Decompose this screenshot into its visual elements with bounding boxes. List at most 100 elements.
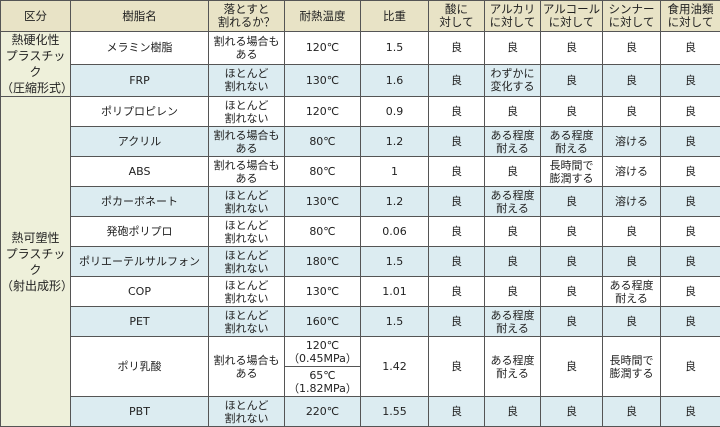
- drop-breakage-cell: ほとんど 割れない: [209, 277, 285, 307]
- heat-resistance-cell: 65℃ （1.82MPa）: [285, 367, 361, 397]
- alcohol-resistance-cell: 良: [541, 32, 603, 65]
- thinner-resistance-cell: 良: [603, 397, 661, 427]
- resin-name-cell: 発砲ポリプロ: [71, 217, 209, 247]
- drop-breakage-cell: ほとんど 割れない: [209, 217, 285, 247]
- alkali-resistance-cell: ある程度 耐える: [485, 337, 541, 397]
- specific-gravity-cell: 1.6: [361, 64, 429, 97]
- edible-oil-resistance-cell: 良: [661, 247, 720, 277]
- thinner-resistance-cell: ある程度 耐える: [603, 277, 661, 307]
- edible-oil-resistance-cell: 良: [661, 97, 720, 127]
- resin-name-cell: COP: [71, 277, 209, 307]
- alkali-resistance-cell: わずかに 変化する: [485, 64, 541, 97]
- resin-name-cell: ポリ乳酸: [71, 337, 209, 397]
- heat-resistance-cell: 80℃: [285, 127, 361, 157]
- edible-oil-resistance-cell: 良: [661, 307, 720, 337]
- thinner-resistance-cell: 溶ける: [603, 187, 661, 217]
- edible-oil-resistance-cell: 良: [661, 64, 720, 97]
- thinner-resistance-cell: 良: [603, 32, 661, 65]
- alkali-resistance-cell: ある程度 耐える: [485, 127, 541, 157]
- alkali-resistance-cell: 良: [485, 277, 541, 307]
- edible-oil-resistance-cell: 良: [661, 397, 720, 427]
- header-row: 区分樹脂名落とすと 割れるか？耐熱温度比重酸に 対してアルカリ に対してアルコー…: [1, 1, 720, 32]
- resin-name-cell: ポカーボネート: [71, 187, 209, 217]
- acid-resistance-cell: 良: [429, 307, 485, 337]
- drop-breakage-cell: ほとんど 割れない: [209, 97, 285, 127]
- alkali-resistance-cell: ある程度 耐える: [485, 187, 541, 217]
- acid-resistance-cell: 良: [429, 397, 485, 427]
- heat-resistance-cell: 220℃: [285, 397, 361, 427]
- header-drop-breakage: 落とすと 割れるか？: [209, 1, 285, 32]
- thinner-resistance-cell: 良: [603, 247, 661, 277]
- thinner-resistance-cell: 良: [603, 217, 661, 247]
- header-thinner-resistance: シンナー に対して: [603, 1, 661, 32]
- specific-gravity-cell: 1.01: [361, 277, 429, 307]
- alkali-resistance-cell: 良: [485, 397, 541, 427]
- resin-name-cell: ポリプロピレン: [71, 97, 209, 127]
- header-alcohol-resistance: アルコール に対して: [541, 1, 603, 32]
- alkali-resistance-cell: ある程度 耐える: [485, 307, 541, 337]
- alcohol-resistance-cell: 良: [541, 247, 603, 277]
- drop-breakage-cell: ほとんど 割れない: [209, 307, 285, 337]
- header-heat-resistance: 耐熱温度: [285, 1, 361, 32]
- acid-resistance-cell: 良: [429, 157, 485, 187]
- specific-gravity-cell: 1.5: [361, 32, 429, 65]
- alcohol-resistance-cell: 良: [541, 397, 603, 427]
- alcohol-resistance-cell: 良: [541, 217, 603, 247]
- heat-resistance-cell: 80℃: [285, 217, 361, 247]
- heat-resistance-cell: 160℃: [285, 307, 361, 337]
- alcohol-resistance-cell: 長時間で 膨潤する: [541, 157, 603, 187]
- heat-resistance-cell: 130℃: [285, 187, 361, 217]
- resin-name-cell: PBT: [71, 397, 209, 427]
- alcohol-resistance-cell: 良: [541, 64, 603, 97]
- drop-breakage-cell: ほとんど 割れない: [209, 397, 285, 427]
- edible-oil-resistance-cell: 良: [661, 157, 720, 187]
- alcohol-resistance-cell: 良: [541, 337, 603, 397]
- alkali-resistance-cell: 良: [485, 247, 541, 277]
- header-edible-oil-resistance: 食用油類 に対して: [661, 1, 720, 32]
- resin-name-cell: ポリエーテルサルフォン: [71, 247, 209, 277]
- specific-gravity-cell: 1.5: [361, 247, 429, 277]
- acid-resistance-cell: 良: [429, 337, 485, 397]
- alcohol-resistance-cell: 良: [541, 97, 603, 127]
- heat-resistance-cell: 130℃: [285, 64, 361, 97]
- specific-gravity-cell: 0.06: [361, 217, 429, 247]
- specific-gravity-cell: 0.9: [361, 97, 429, 127]
- edible-oil-resistance-cell: 良: [661, 127, 720, 157]
- acid-resistance-cell: 良: [429, 247, 485, 277]
- drop-breakage-cell: ほとんど 割れない: [209, 64, 285, 97]
- drop-breakage-cell: 割れる場合も ある: [209, 337, 285, 397]
- heat-resistance-cell: 120℃: [285, 32, 361, 65]
- resin-name-cell: PET: [71, 307, 209, 337]
- thinner-resistance-cell: 溶ける: [603, 157, 661, 187]
- alkali-resistance-cell: 良: [485, 157, 541, 187]
- acid-resistance-cell: 良: [429, 217, 485, 247]
- thinner-resistance-cell: 長時間で 膨潤する: [603, 337, 661, 397]
- specific-gravity-cell: 1.5: [361, 307, 429, 337]
- thinner-resistance-cell: 溶ける: [603, 127, 661, 157]
- alcohol-resistance-cell: 良: [541, 307, 603, 337]
- specific-gravity-cell: 1.55: [361, 397, 429, 427]
- edible-oil-resistance-cell: 良: [661, 187, 720, 217]
- alkali-resistance-cell: 良: [485, 217, 541, 247]
- drop-breakage-cell: 割れる場合も ある: [209, 157, 285, 187]
- specific-gravity-cell: 1.2: [361, 187, 429, 217]
- header-alkali-resistance: アルカリ に対して: [485, 1, 541, 32]
- drop-breakage-cell: ほとんど 割れない: [209, 247, 285, 277]
- heat-resistance-cell: 80℃: [285, 157, 361, 187]
- resin-name-cell: アクリル: [71, 127, 209, 157]
- resin-name-cell: FRP: [71, 64, 209, 97]
- header-acid-resistance: 酸に 対して: [429, 1, 485, 32]
- thinner-resistance-cell: 良: [603, 307, 661, 337]
- specific-gravity-cell: 1.2: [361, 127, 429, 157]
- acid-resistance-cell: 良: [429, 32, 485, 65]
- heat-resistance-cell: 180℃: [285, 247, 361, 277]
- specific-gravity-cell: 1: [361, 157, 429, 187]
- heat-resistance-cell: 120℃: [285, 97, 361, 127]
